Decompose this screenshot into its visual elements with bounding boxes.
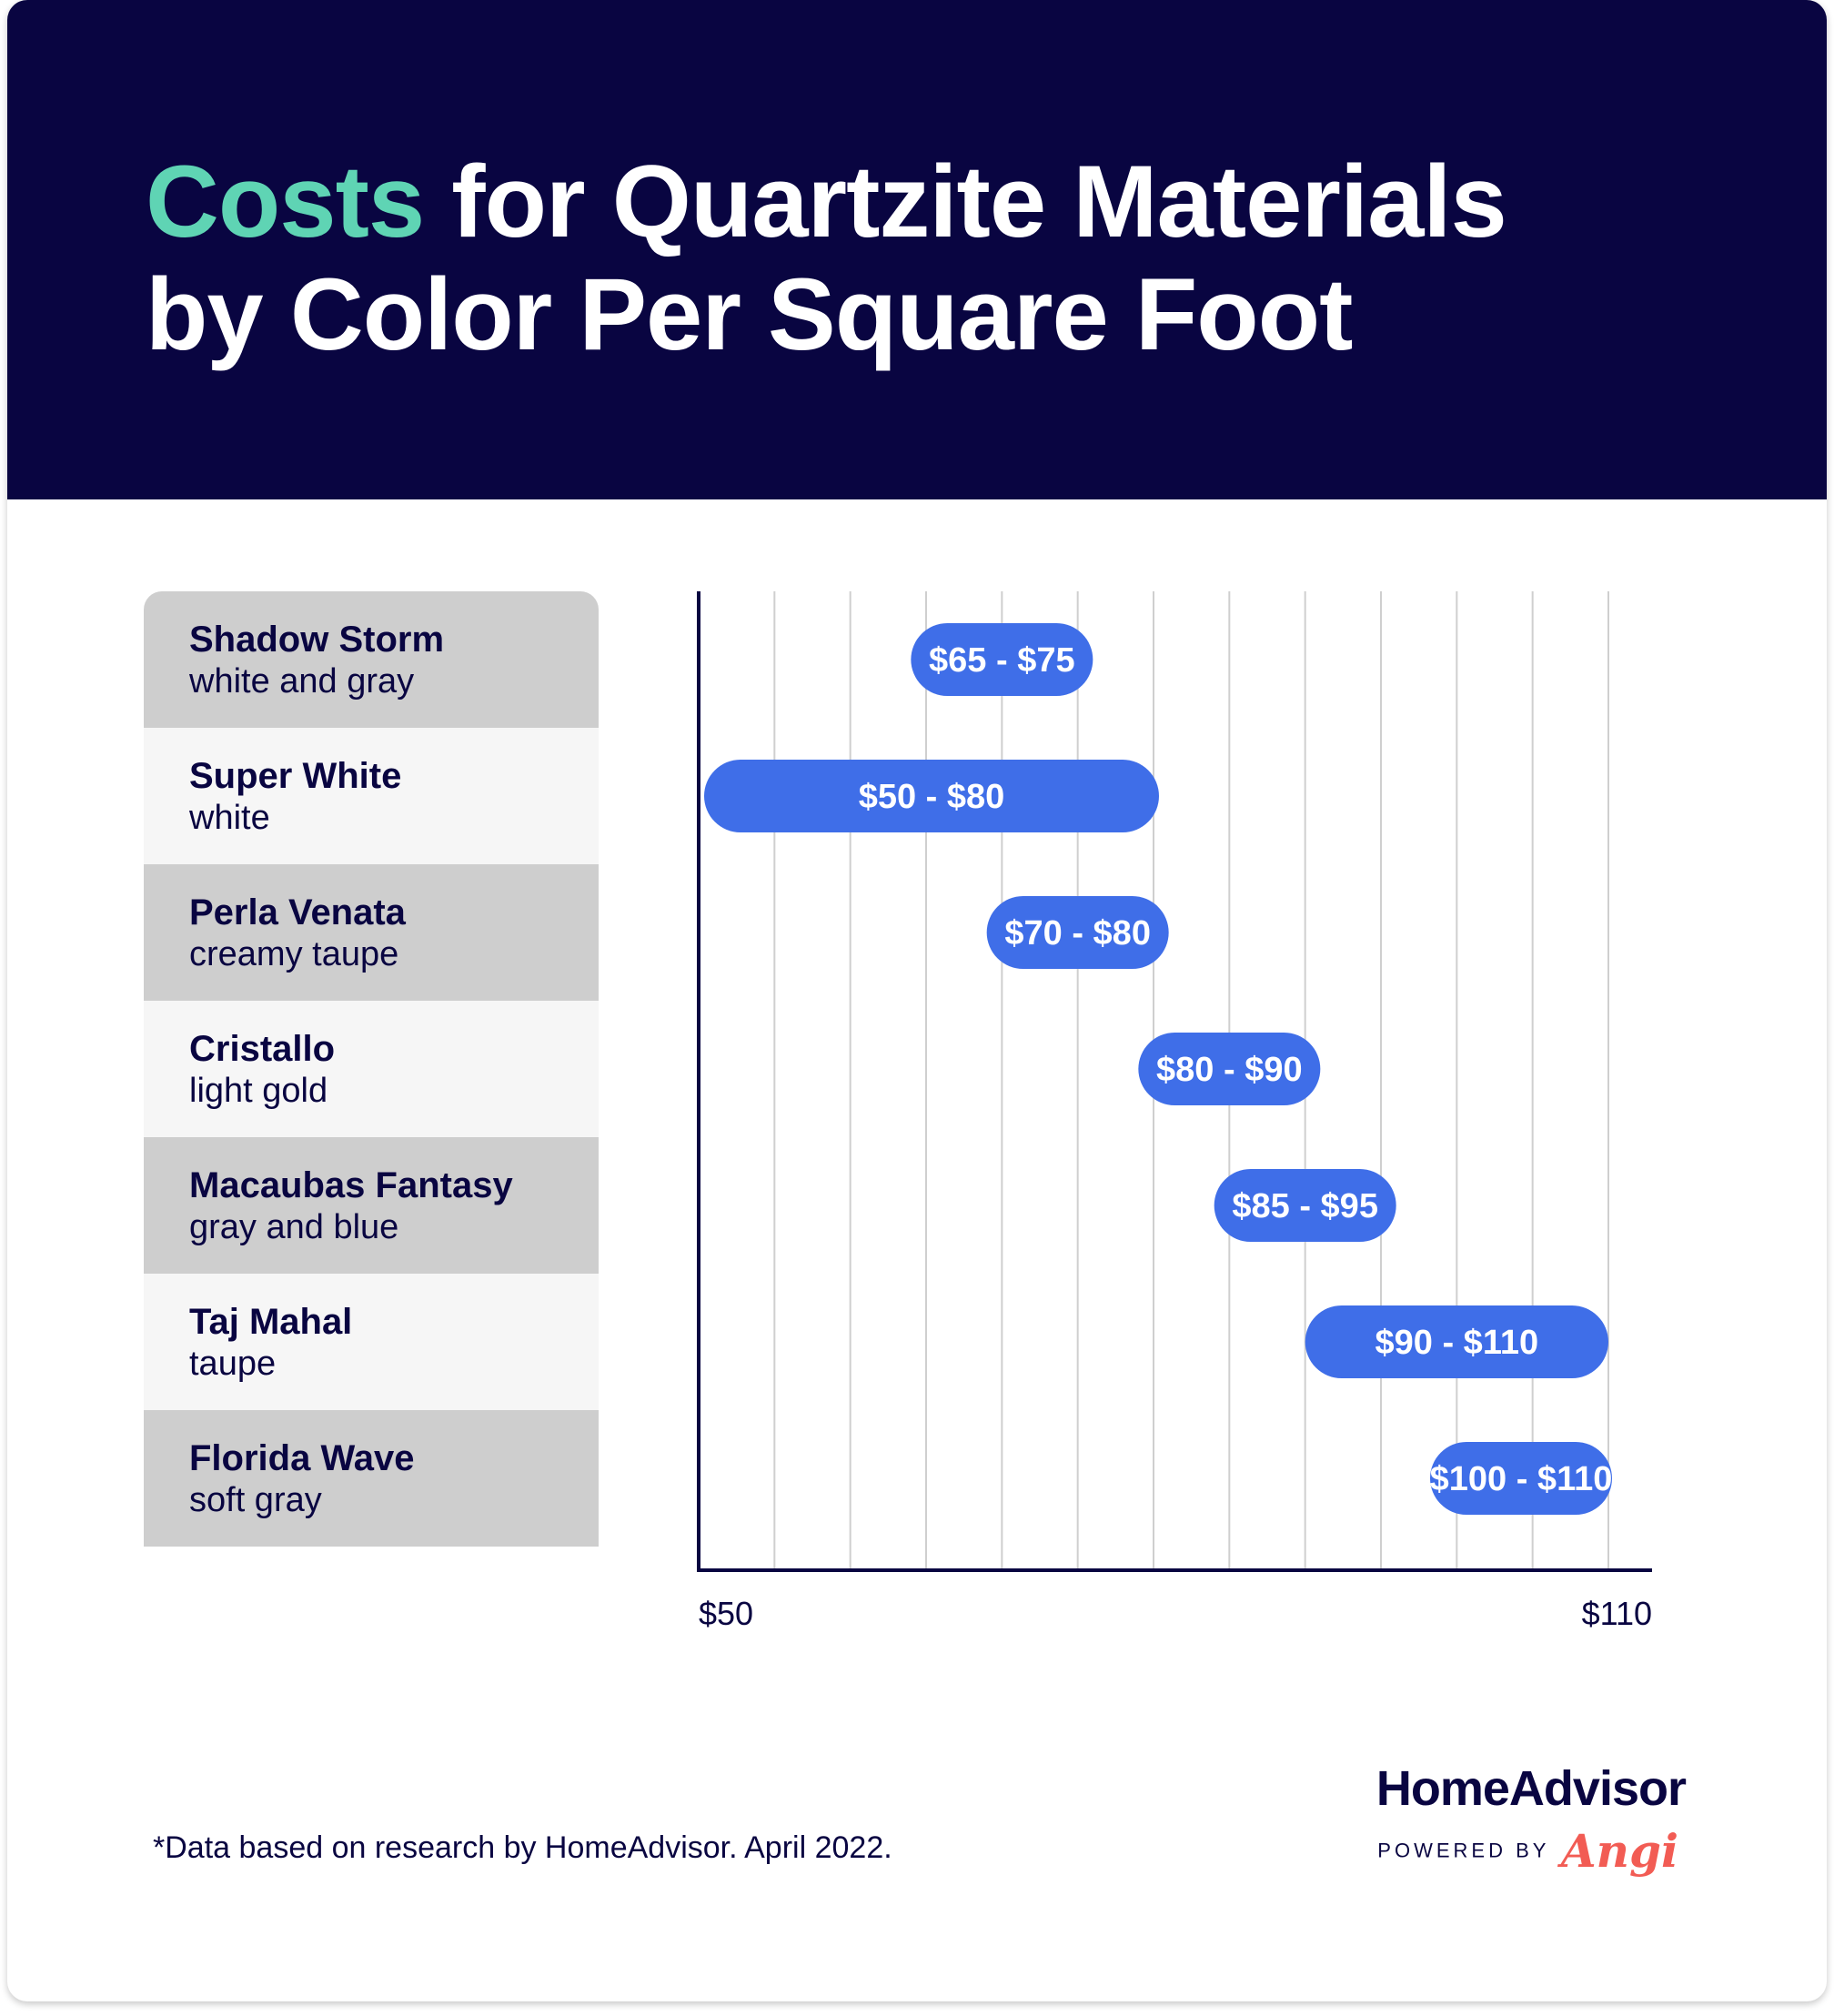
category-color: white and gray (189, 662, 415, 701)
category-name: Perla Venata (189, 892, 406, 932)
footnote: *Data based on research by HomeAdvisor. … (153, 1830, 892, 1865)
category-name: Taj Mahal (189, 1302, 353, 1342)
range-bar (1138, 1033, 1321, 1105)
homeadvisor-logo: HomeAdvisor POWERED BY Angi (1372, 1760, 1687, 1878)
category-color: light gold (189, 1072, 328, 1110)
category-color: white (189, 799, 270, 837)
category-name: Florida Wave (189, 1438, 415, 1478)
category-name: Super White (189, 756, 402, 796)
page-title: Costs for Quartzite Materials by Color P… (146, 145, 1507, 371)
category-name: Shadow Storm (189, 620, 445, 660)
range-bar (1305, 1305, 1608, 1378)
range-bar-label: $70 - $80 (1004, 914, 1151, 953)
powered-by-label: POWERED BY (1377, 1839, 1550, 1862)
category-color: gray and blue (189, 1208, 399, 1246)
header-banner: Costs for Quartzite Materials by Color P… (7, 0, 1827, 499)
range-chart: $65 - $75 $50 - $80 $70 - $80 $80 - $90 $85 … (697, 591, 1652, 1632)
x-tick-label: $110 (1582, 1595, 1652, 1632)
category-row: Cristallo light gold (144, 1001, 599, 1137)
category-color: creamy taupe (189, 935, 399, 973)
category-labels: Shadow Storm white and gray Super White … (144, 591, 599, 1547)
x-tick-label: $50 (699, 1595, 753, 1632)
range-bar (1214, 1169, 1396, 1242)
brand-name: HomeAdvisor (1376, 1761, 1687, 1816)
title-line-2: by Color Per Square Foot (146, 257, 1353, 371)
powered-by: POWERED BY Angi (1377, 1824, 1678, 1878)
range-bar-label: $90 - $110 (1376, 1324, 1539, 1362)
category-row: Taj Mahal taupe (144, 1274, 599, 1410)
category-row: Macaubas Fantasy gray and blue (144, 1137, 599, 1274)
category-color: taupe (189, 1345, 277, 1383)
range-bar (1430, 1442, 1612, 1515)
category-row: Florida Wave soft gray (144, 1410, 599, 1547)
category-name: Macaubas Fantasy (189, 1165, 513, 1205)
category-color: soft gray (189, 1481, 322, 1519)
range-bar-label: $85 - $95 (1232, 1187, 1378, 1225)
range-bar-label: $50 - $80 (859, 778, 1005, 816)
category-row: Super White white (144, 728, 599, 864)
range-bar-label: $80 - $90 (1156, 1051, 1303, 1089)
range-bar (986, 896, 1169, 969)
category-name: Cristallo (189, 1029, 336, 1069)
range-bar (911, 623, 1093, 696)
infographic-card: Costs for Quartzite Materials by Color P… (7, 0, 1827, 2001)
range-bar-label: $65 - $75 (929, 641, 1075, 680)
title-line-1: for Quartzite Materials (451, 145, 1507, 258)
title-accent: Costs (146, 145, 425, 258)
range-bar-label: $100 - $110 (1430, 1460, 1613, 1498)
category-row: Shadow Storm white and gray (144, 591, 599, 728)
range-bar (704, 760, 1159, 832)
angi-logo: Angi (1560, 1824, 1678, 1878)
category-row: Perla Venata creamy taupe (144, 864, 599, 1001)
